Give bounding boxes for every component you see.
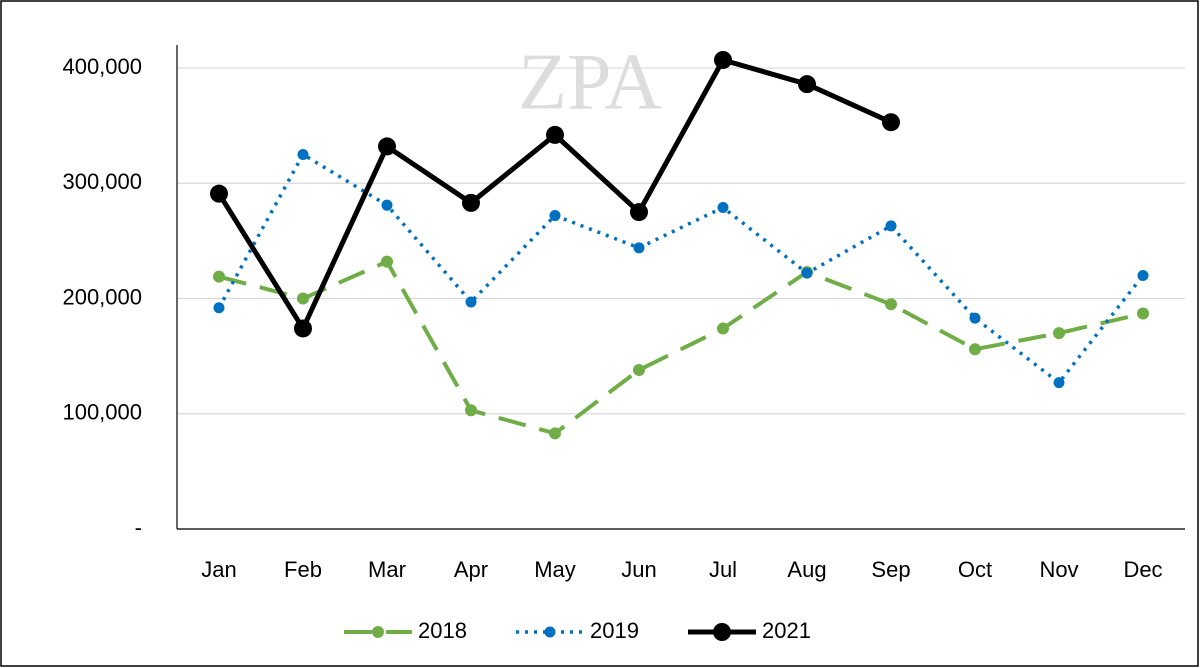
- point-marker: [213, 271, 225, 283]
- x-tick-label: Oct: [958, 557, 992, 582]
- y-tick-label: 300,000: [62, 169, 142, 194]
- chart: ZPA - 100,000 200,000 300,000 400,000 Jan Feb M…: [0, 0, 1200, 668]
- point-marker: [798, 75, 816, 93]
- point-marker: [294, 319, 312, 337]
- point-marker: [214, 302, 225, 313]
- point-marker: [465, 404, 477, 416]
- point-marker: [970, 313, 981, 324]
- y-tick-label: 100,000: [62, 400, 142, 425]
- x-tick-label: Jul: [709, 557, 737, 582]
- point-marker: [630, 203, 648, 221]
- point-marker: [882, 113, 900, 131]
- y-tick-label: -: [135, 515, 142, 540]
- point-marker: [717, 322, 729, 334]
- x-tick-label: Nov: [1039, 557, 1078, 582]
- point-marker: [378, 137, 396, 155]
- x-tick-label: Jun: [621, 557, 656, 582]
- point-marker: [297, 293, 309, 305]
- point-marker: [1053, 327, 1065, 339]
- point-marker: [210, 185, 228, 203]
- page: ZPA - 100,000 200,000 300,000 400,000 Jan Feb M…: [0, 0, 1200, 668]
- point-marker: [802, 268, 813, 279]
- point-marker: [546, 126, 564, 144]
- point-marker: [886, 220, 897, 231]
- point-marker: [466, 296, 477, 307]
- y-tick-label: 400,000: [62, 54, 142, 79]
- legend-label: 2021: [762, 618, 811, 643]
- point-marker: [969, 343, 981, 355]
- point-marker: [1137, 308, 1149, 320]
- x-tick-label: Dec: [1123, 557, 1162, 582]
- point-marker: [298, 149, 309, 160]
- legend-label: 2019: [590, 618, 639, 643]
- x-tick-label: Sep: [871, 557, 910, 582]
- point-marker: [634, 242, 645, 253]
- x-tick-label: Jan: [201, 557, 236, 582]
- legend-label: 2018: [418, 618, 467, 643]
- point-marker: [1138, 270, 1149, 281]
- point-marker: [633, 364, 645, 376]
- point-marker: [462, 194, 480, 212]
- point-marker: [549, 427, 561, 439]
- watermark: ZPA: [518, 38, 662, 126]
- x-tick-label: Apr: [454, 557, 488, 582]
- point-marker: [885, 298, 897, 310]
- x-tick-label: Mar: [368, 557, 406, 582]
- y-tick-label: 200,000: [62, 284, 142, 309]
- point-marker: [718, 202, 729, 213]
- legend-marker: [713, 623, 731, 641]
- x-tick-label: Feb: [284, 557, 322, 582]
- point-marker: [714, 51, 732, 69]
- x-tick-label: Aug: [787, 557, 826, 582]
- legend-marker: [372, 626, 384, 638]
- point-marker: [381, 256, 393, 268]
- point-marker: [550, 210, 561, 221]
- point-marker: [382, 200, 393, 211]
- point-marker: [1054, 377, 1065, 388]
- x-tick-label: May: [534, 557, 576, 582]
- legend-marker: [545, 627, 556, 638]
